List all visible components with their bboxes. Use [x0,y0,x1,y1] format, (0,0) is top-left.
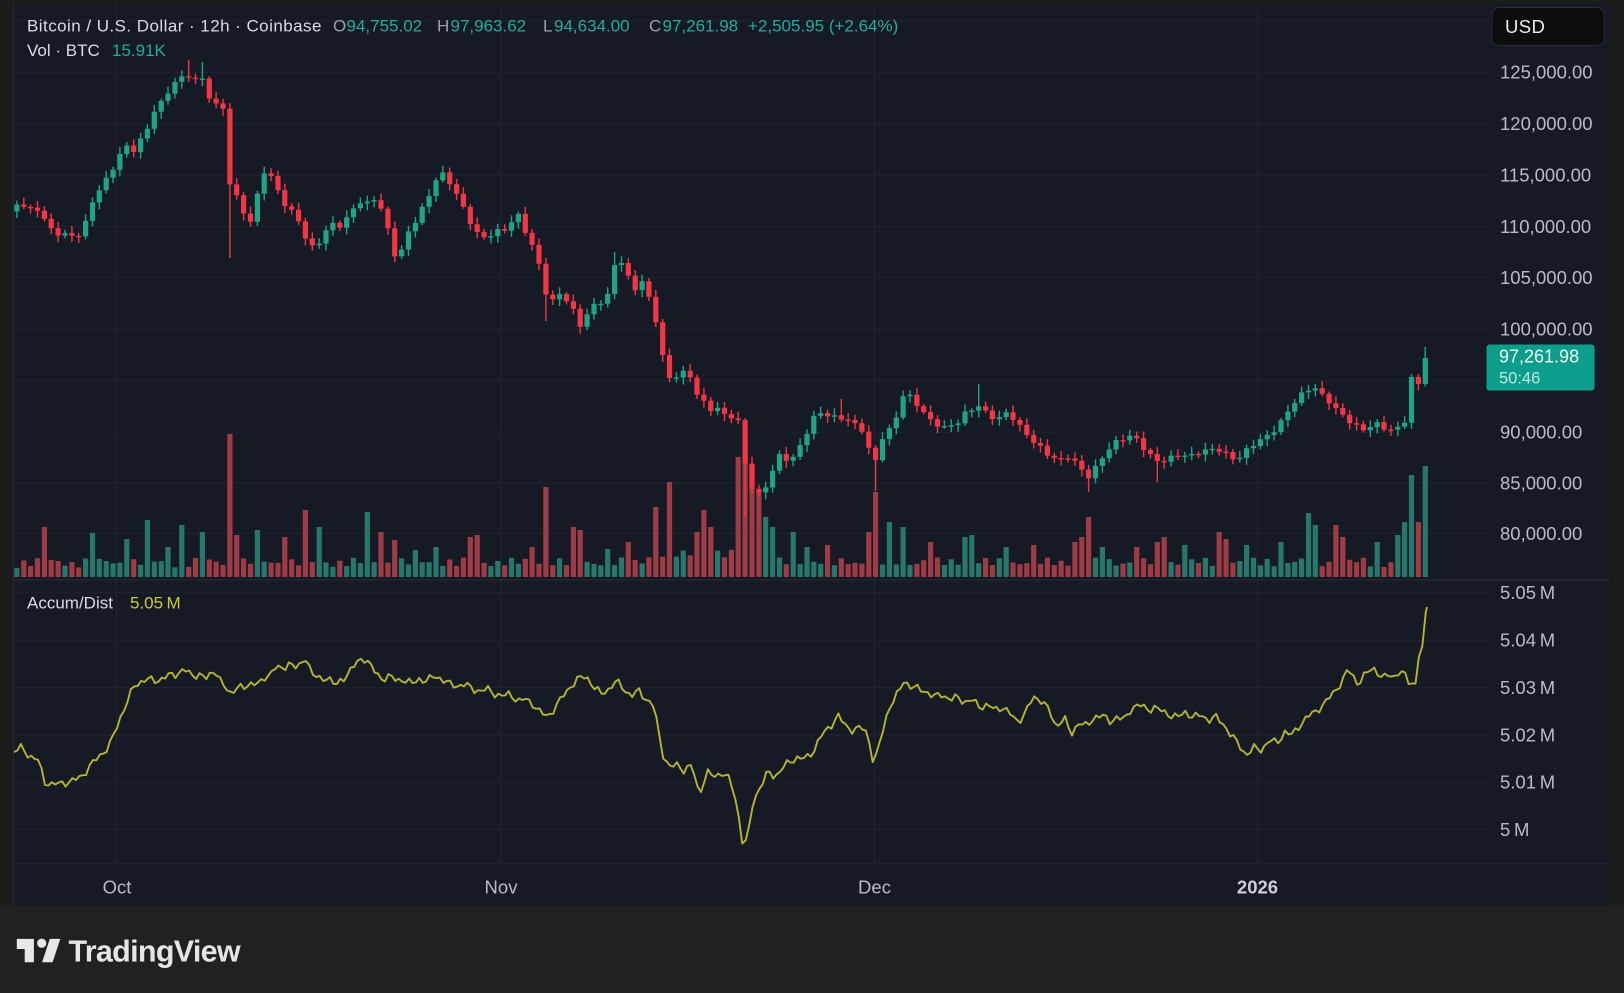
svg-text:120,000.00: 120,000.00 [1500,113,1593,134]
svg-text:L: L [543,17,552,36]
svg-text:2026: 2026 [1237,877,1278,898]
svg-text:85,000.00: 85,000.00 [1500,472,1582,493]
svg-text:97,261.98: 97,261.98 [663,17,739,36]
svg-text:115,000.00: 115,000.00 [1500,164,1591,185]
svg-text:C: C [649,17,661,36]
svg-text:Bitcoin / U.S. Dollar · 12h ·: Bitcoin / U.S. Dollar · 12h · Coinbase [27,17,322,36]
svg-text:Vol · BTC: Vol · BTC [27,41,100,60]
svg-text:Accum/Dist: Accum/Dist [27,594,113,613]
svg-text:5.03 M: 5.03 M [1500,677,1555,698]
svg-text:5.04 M: 5.04 M [1500,630,1555,651]
svg-text:15.91K: 15.91K [112,41,167,60]
svg-text:50:46: 50:46 [1499,370,1540,388]
svg-text:97,963.62: 97,963.62 [451,17,527,36]
svg-text:94,634.00: 94,634.00 [554,17,630,36]
svg-text:5.02 M: 5.02 M [1500,724,1555,745]
svg-text:90,000.00: 90,000.00 [1500,421,1582,442]
svg-text:H: H [437,17,449,36]
svg-text:100,000.00: 100,000.00 [1500,319,1593,340]
svg-text:O: O [333,17,346,36]
svg-text:110,000.00: 110,000.00 [1500,216,1591,237]
svg-text:Dec: Dec [858,877,891,898]
svg-text:97,261.98: 97,261.98 [1499,347,1579,367]
svg-text:125,000.00: 125,000.00 [1500,62,1593,83]
svg-text:105,000.00: 105,000.00 [1500,267,1593,288]
svg-text:Oct: Oct [103,877,132,898]
svg-text:5.05 M: 5.05 M [130,594,181,613]
svg-text:+2,505.95 (+2.64%): +2,505.95 (+2.64%) [748,17,898,36]
svg-text:80,000.00: 80,000.00 [1500,523,1582,544]
svg-text:USD: USD [1505,16,1545,37]
svg-text:5.05 M: 5.05 M [1500,582,1555,603]
svg-text:5 M: 5 M [1500,819,1529,840]
svg-text:Nov: Nov [485,877,519,898]
svg-text:TradingView: TradingView [69,934,241,968]
svg-text:94,755.02: 94,755.02 [347,17,423,36]
svg-text:5.01 M: 5.01 M [1500,772,1555,793]
